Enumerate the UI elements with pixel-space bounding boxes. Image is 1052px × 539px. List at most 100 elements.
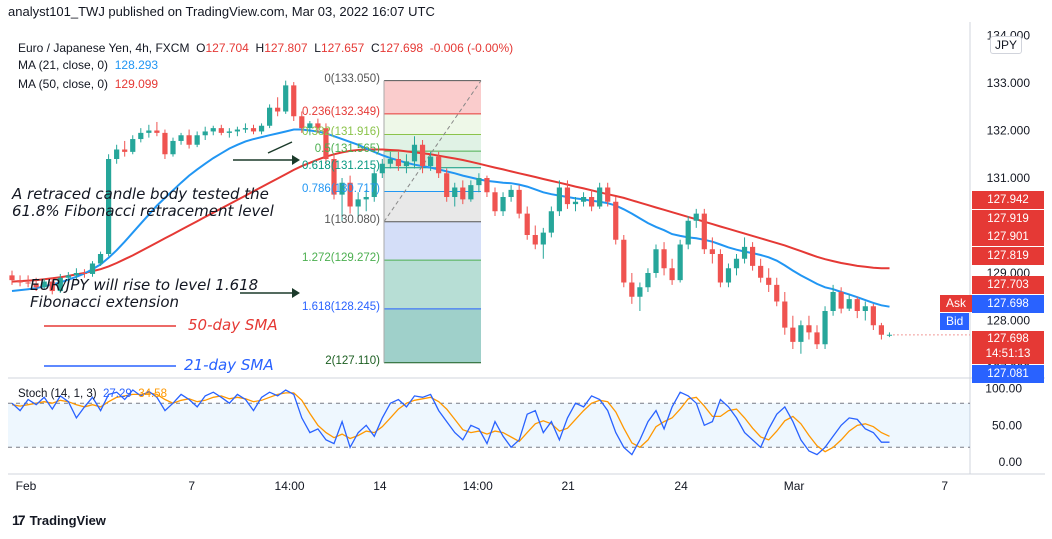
candle-body [886, 334, 893, 336]
fib-level-label: 0.236(132.349) [301, 105, 380, 118]
candle-body [508, 189, 514, 197]
low-value: 127.657 [320, 41, 365, 55]
candle [291, 82, 297, 121]
close-value: 127.698 [379, 41, 424, 55]
candle [250, 124, 257, 135]
candle-body [725, 268, 732, 283]
stoch-d-value: 34.58 [138, 388, 167, 400]
candle-body [830, 292, 836, 311]
stoch-legend[interactable]: Stoch (14, 1, 3) 27.29 34.58 [18, 388, 167, 400]
sma21-annotation: 21-day SMA [184, 356, 274, 374]
candle-body [202, 131, 208, 136]
candle-body [226, 131, 232, 133]
candle [605, 182, 611, 207]
candle [460, 180, 466, 205]
currency-badge[interactable]: JPY [990, 36, 1023, 54]
candle [178, 132, 184, 145]
candle-body [492, 192, 498, 212]
candle [387, 151, 393, 169]
candle [146, 124, 152, 138]
candle [411, 136, 418, 169]
ma21-label: MA (21, close, 0) [18, 58, 109, 72]
ask-label: Ask [940, 295, 973, 312]
candle-body [186, 135, 192, 145]
candle-body [621, 239, 627, 283]
candle [428, 151, 434, 171]
candle-body [258, 125, 265, 132]
candle [339, 178, 345, 221]
candle-body [452, 187, 458, 197]
bid-label: Bid [940, 313, 970, 330]
candle-body [580, 197, 587, 202]
candle-body [758, 265, 764, 278]
candle-body [693, 213, 699, 221]
candle-body [363, 197, 369, 200]
candle [130, 135, 136, 155]
stochastic-pane [8, 389, 970, 456]
candle [854, 296, 860, 319]
stoch-tick-label: 0.00 [999, 455, 1023, 469]
candle-body [717, 254, 723, 283]
candle-body [130, 139, 136, 152]
candle [572, 197, 579, 212]
candle-body [524, 213, 530, 235]
candle-body [379, 163, 385, 174]
ma21-legend[interactable]: MA (21, close, 0) 128.293 [18, 58, 158, 72]
candle [846, 294, 852, 311]
candle-body [194, 135, 200, 145]
candle-body [629, 282, 635, 297]
candle-body [106, 159, 112, 254]
candle [202, 126, 208, 140]
ma50-legend[interactable]: MA (50, close, 0) 129.099 [18, 77, 158, 91]
candle [41, 278, 47, 290]
candle-body [540, 232, 546, 245]
symbol-ohlc-line: Euro / Japanese Yen, 4h, FXCM O127.704 H… [18, 41, 514, 55]
fib-level-label: 0.5(131.565) [314, 143, 380, 156]
x-tick-label: 14:00 [463, 479, 493, 493]
candle [355, 192, 361, 222]
candle-body [476, 178, 482, 186]
candle [492, 187, 498, 216]
candle-body [645, 273, 651, 288]
x-tick-label: 14:00 [275, 479, 305, 493]
candle-body [677, 244, 683, 281]
candle-body [234, 129, 240, 132]
time-axis: Feb 7 14:00 14 14:00 21 24 Mar 7 [16, 479, 949, 493]
candle [870, 303, 876, 330]
candle [403, 154, 410, 174]
candle [65, 272, 71, 282]
high-value: 127.807 [264, 41, 308, 55]
fib-zone-band [384, 191, 481, 222]
candle-body [9, 275, 15, 281]
candle [589, 189, 595, 212]
candle-body [371, 173, 377, 197]
x-tick-label: Mar [784, 479, 805, 493]
fib-zone-band [384, 260, 481, 309]
candle [766, 268, 772, 292]
candle [275, 97, 281, 117]
fib-level-label: 0.382(131.916) [301, 126, 380, 139]
candle-body [331, 159, 337, 195]
fib-zone-band [384, 113, 481, 135]
y-tick-label: 131.000 [987, 171, 1031, 185]
tradingview-logo[interactable]: 17 TradingView [12, 512, 106, 528]
candle-body [411, 144, 418, 162]
candle-body [162, 132, 168, 155]
candle [419, 140, 426, 174]
candle [733, 254, 740, 276]
candle [194, 131, 200, 148]
candle-body [73, 273, 79, 276]
price-tag: 127.942 [972, 191, 1044, 209]
candle-body [878, 325, 884, 335]
stoch-band [8, 403, 970, 448]
candle-body [315, 123, 321, 129]
candle [508, 185, 514, 202]
annotation-arrows [44, 141, 300, 367]
candle [331, 154, 337, 200]
y-tick-label: 133.000 [987, 76, 1031, 90]
candle [226, 128, 232, 138]
candle [629, 273, 635, 304]
candle [283, 80, 289, 114]
candle [9, 270, 15, 285]
ma50-value: 129.099 [114, 77, 159, 91]
